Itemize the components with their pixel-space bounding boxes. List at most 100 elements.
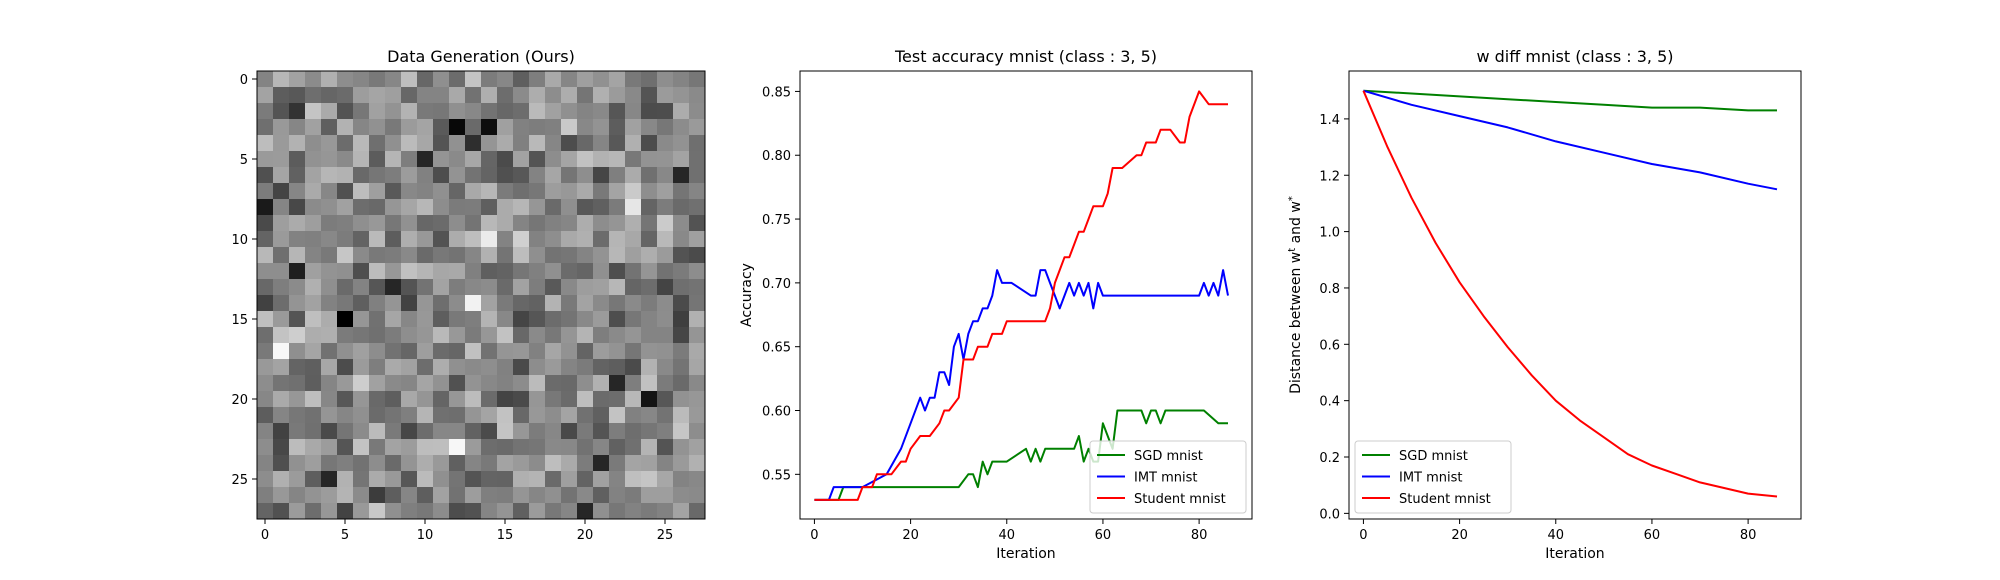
- heatmap-cell: [257, 119, 274, 136]
- heatmap-cell: [481, 167, 498, 184]
- heatmap-cell: [369, 327, 386, 344]
- heatmap-cell: [609, 375, 626, 392]
- heatmap-cell: [657, 343, 674, 360]
- heatmap-cell: [417, 343, 434, 360]
- heatmap-cell: [401, 231, 418, 248]
- heatmap-cell: [529, 263, 546, 280]
- heatmap-cell: [417, 359, 434, 376]
- heatmap-cell: [401, 247, 418, 264]
- heatmap-cell: [321, 487, 338, 504]
- x-tick-label: 20: [577, 528, 594, 543]
- series-line-imt: [1363, 89, 1778, 191]
- heatmap-cell: [609, 263, 626, 280]
- heatmap-cell: [433, 167, 450, 184]
- heatmap-cell: [401, 391, 418, 408]
- heatmap-cell: [369, 407, 386, 424]
- heatmap-cell: [641, 311, 658, 328]
- heatmap-cell: [289, 103, 306, 120]
- heatmap-cell: [369, 247, 386, 264]
- heatmap-cell: [401, 359, 418, 376]
- heatmap-cell: [369, 439, 386, 456]
- heatmap-cell: [369, 215, 386, 232]
- heatmap-cell: [417, 183, 434, 200]
- heatmap-cell: [449, 487, 466, 504]
- heatmap-cell: [305, 215, 322, 232]
- heatmap-cell: [305, 71, 322, 88]
- heatmap-cell: [337, 119, 354, 136]
- wdiff-frame: [1348, 70, 1802, 520]
- heatmap-cell: [337, 439, 354, 456]
- heatmap-cell: [385, 199, 402, 216]
- heatmap-cell: [689, 471, 706, 488]
- heatmap-cell: [641, 295, 658, 312]
- heatmap-cell: [465, 135, 482, 152]
- heatmap-cell: [545, 151, 562, 168]
- heatmap-cell: [481, 327, 498, 344]
- heatmap-cell: [689, 231, 706, 248]
- heatmap-cell: [513, 199, 530, 216]
- heatmap-cell: [513, 503, 530, 520]
- heatmap-cell: [305, 455, 322, 472]
- heatmap-cell: [609, 391, 626, 408]
- heatmap-cell: [593, 487, 610, 504]
- heatmap-cell: [257, 167, 274, 184]
- heatmap-cell: [353, 343, 370, 360]
- heatmap-cell: [401, 263, 418, 280]
- heatmap-cell: [337, 391, 354, 408]
- heatmap-cell: [673, 103, 690, 120]
- heatmap-cell: [385, 487, 402, 504]
- heatmap-cell: [321, 295, 338, 312]
- heatmap-cell: [689, 103, 706, 120]
- heatmap-cell: [625, 471, 642, 488]
- heatmap-cell: [577, 295, 594, 312]
- heatmap-cell: [401, 407, 418, 424]
- heatmap-cell: [369, 135, 386, 152]
- heatmap-cell: [369, 151, 386, 168]
- heatmap-cell: [689, 71, 706, 88]
- heatmap-cell: [561, 487, 578, 504]
- heatmap-cell: [609, 503, 626, 520]
- heatmap-cell: [529, 247, 546, 264]
- heatmap-cell: [545, 215, 562, 232]
- heatmap-cell: [689, 87, 706, 104]
- heatmap-cell: [657, 199, 674, 216]
- heatmap-cell: [689, 439, 706, 456]
- heatmap-cell: [401, 135, 418, 152]
- heatmap-cell: [433, 391, 450, 408]
- heatmap-cell: [417, 423, 434, 440]
- heatmap-cell: [353, 311, 370, 328]
- heatmap-cell: [561, 247, 578, 264]
- heatmap-cell: [465, 471, 482, 488]
- heatmap-cell: [673, 199, 690, 216]
- heatmap-cell: [513, 375, 530, 392]
- heatmap-cell: [577, 231, 594, 248]
- heatmap-cell: [497, 247, 514, 264]
- heatmap-cell: [593, 375, 610, 392]
- heatmap-cell: [337, 183, 354, 200]
- heatmap-cell: [273, 135, 290, 152]
- heatmap-cell: [353, 103, 370, 120]
- heatmap-cell: [257, 263, 274, 280]
- heatmap-cell: [369, 487, 386, 504]
- heatmap-cell: [593, 199, 610, 216]
- heatmap-cell: [353, 247, 370, 264]
- x-tick-label: 0: [261, 528, 269, 543]
- heatmap-cell: [545, 487, 562, 504]
- heatmap-cell: [641, 391, 658, 408]
- heatmap-cell: [609, 119, 626, 136]
- heatmap-cell: [433, 199, 450, 216]
- series-line-student: [1362, 90, 1778, 498]
- heatmap-cell: [545, 311, 562, 328]
- heatmap-cell: [321, 375, 338, 392]
- heatmap-cell: [401, 71, 418, 88]
- heatmap-cell: [305, 151, 322, 168]
- heatmap-cell: [625, 183, 642, 200]
- heatmap-cell: [673, 455, 690, 472]
- heatmap-cell: [481, 359, 498, 376]
- heatmap-cell: [689, 487, 706, 504]
- heatmap-cell: [273, 375, 290, 392]
- heatmap-cell: [337, 471, 354, 488]
- heatmap-cell: [641, 199, 658, 216]
- heatmap-cell: [401, 455, 418, 472]
- heatmap-cell: [449, 439, 466, 456]
